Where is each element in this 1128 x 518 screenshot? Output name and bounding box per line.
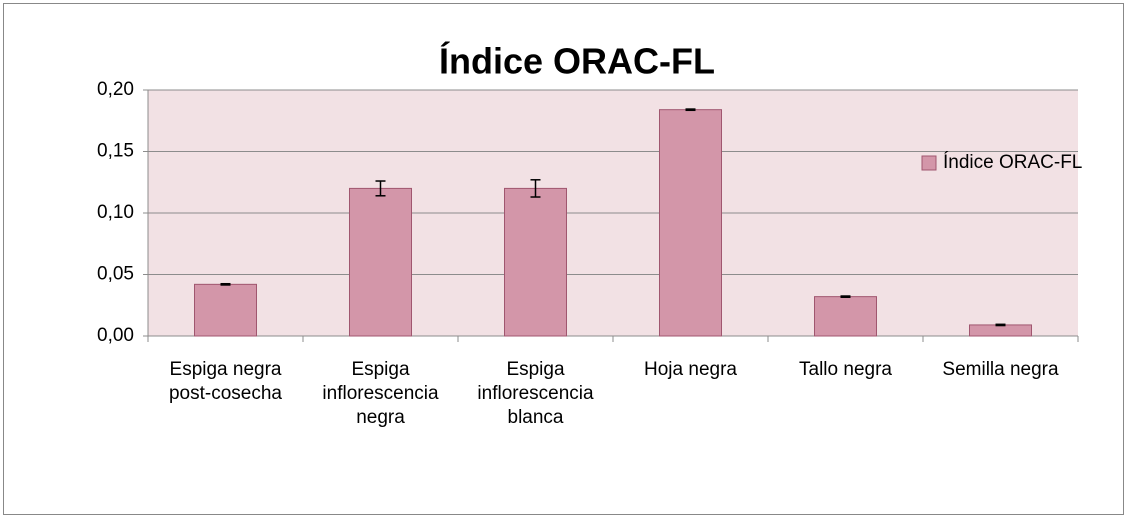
y-tick-label: 0,20: [97, 79, 134, 100]
x-tick-label: Espiga inflorescencia blanca: [477, 359, 594, 428]
x-tick-label: Espiga negra post-cosecha: [168, 359, 282, 404]
y-tick-label: 0,15: [97, 141, 134, 162]
bar: [969, 324, 1032, 337]
bar: [349, 187, 412, 337]
bar: [814, 296, 877, 337]
y-tick-label: 0,00: [97, 325, 134, 346]
x-tick-label: Espiga inflorescencia negra: [322, 359, 439, 428]
x-tick-label: Tallo negra: [799, 359, 892, 380]
y-tick-label: 0,10: [97, 202, 134, 223]
bar: [504, 187, 567, 337]
bar: [659, 109, 722, 337]
bar: [194, 283, 257, 337]
chart-title: Índice ORAC-FL: [439, 41, 715, 82]
x-tick-label: Semilla negra: [942, 359, 1059, 380]
legend-swatch: [921, 155, 937, 171]
x-tick-label: Hoja negra: [644, 359, 737, 380]
y-tick-label: 0,05: [97, 264, 134, 285]
legend-label: Índice ORAC-FL: [943, 152, 1082, 173]
